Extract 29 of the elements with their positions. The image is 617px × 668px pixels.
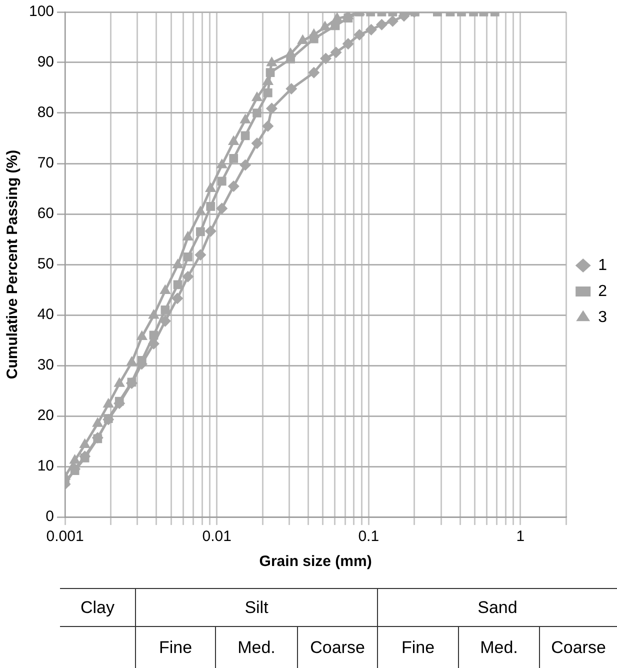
y-tick-label: 100 [28, 3, 54, 20]
y-tick-label: 20 [37, 407, 54, 424]
text: Silt [135, 589, 377, 627]
legend-label: 3 [598, 308, 608, 326]
y-tick-label: 0 [46, 508, 54, 526]
y-tick-label: 80 [37, 104, 54, 122]
y-tick-label: 70 [37, 154, 54, 172]
x-axis-title: Grain size (mm) [259, 553, 372, 570]
text: Clay [60, 589, 135, 627]
text: Med. [215, 627, 297, 668]
y-tick-label: 90 [37, 54, 54, 71]
text: Fine [377, 627, 458, 668]
x-tick-label: 0.1 [358, 528, 380, 546]
x-tick-label: 0.001 [46, 528, 84, 546]
text: Fine [135, 627, 215, 668]
legend-label: 2 [598, 282, 608, 300]
y-tick-label: 60 [37, 205, 54, 222]
x-tick-label: 0.01 [202, 528, 232, 546]
text: Sand [377, 589, 617, 627]
y-tick-label: 30 [37, 356, 54, 374]
legend-label: 1 [598, 256, 608, 274]
text: Coarse [539, 627, 617, 668]
x-tick-label: 1 [516, 528, 525, 546]
y-tick-label: 40 [37, 306, 54, 324]
text: Med. [458, 627, 539, 668]
y-axis-title: Cumulative Percent Passing (%) [4, 150, 22, 380]
y-tick-label: 10 [37, 458, 54, 475]
y-tick-label: 50 [37, 256, 54, 273]
text: Coarse [297, 627, 377, 668]
